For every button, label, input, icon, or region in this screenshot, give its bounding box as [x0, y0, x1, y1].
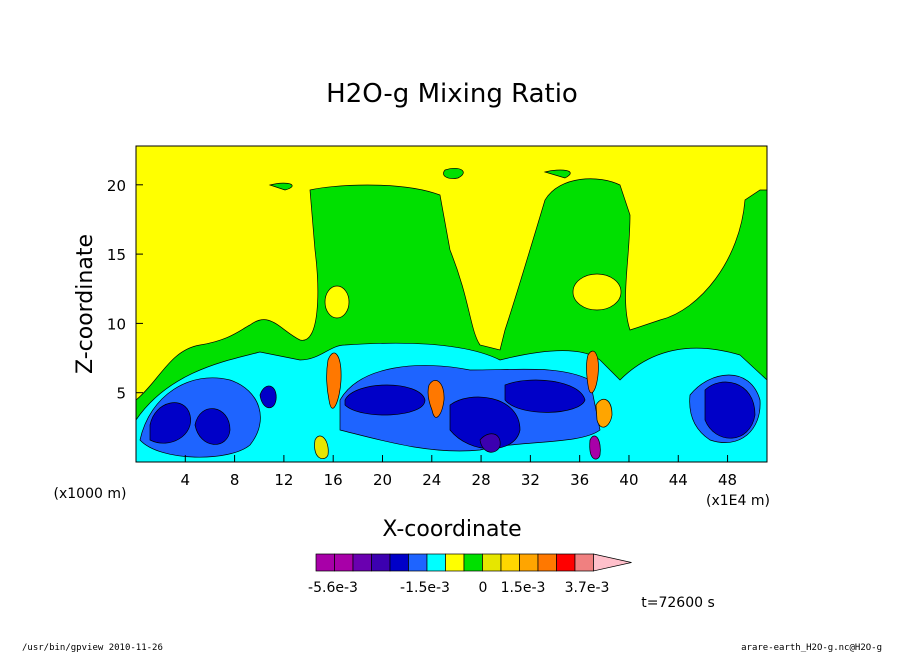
colorbar-swatch: [574, 553, 594, 572]
colorbar-label: 1.5e-3: [501, 580, 546, 596]
colorbar-label: 3.7e-3: [565, 580, 610, 596]
x-tick-label: 28: [472, 471, 491, 489]
colorbar-swatch: [500, 553, 520, 572]
x-axis-label: X-coordinate: [382, 517, 521, 542]
y-tick-label: 5: [116, 385, 126, 403]
x-tick-label: 16: [324, 471, 343, 489]
y-tick-label: 10: [107, 315, 126, 333]
colorbar-swatch: [519, 553, 539, 572]
colorbar-label: -1.5e-3: [400, 580, 450, 596]
y-axis-label: Z-coordinate: [73, 234, 98, 374]
x-unit-left: (x1000 m): [54, 486, 127, 502]
y-axis-ticks: 5 10 15 20: [107, 177, 143, 403]
x-tick-label: 32: [521, 471, 540, 489]
colorbar-swatch: [389, 553, 409, 572]
colorbar-swatch: [482, 553, 502, 572]
colorbar-swatch: [426, 553, 446, 572]
x-tick-label: 44: [669, 471, 688, 489]
y-tick-label: 20: [107, 177, 126, 195]
footer-right: arare-earth_H2O-g.nc@H2O-g: [741, 643, 882, 653]
colorbar-swatch: [463, 553, 483, 572]
colorbar-label: 0: [479, 580, 488, 596]
colorbar-swatch: [445, 553, 465, 572]
colorbar-swatch: [556, 553, 576, 572]
contour-field: [136, 146, 767, 462]
x-tick-label: 40: [619, 471, 638, 489]
x-tick-label: 48: [718, 471, 737, 489]
footer-left: /usr/bin/gpview 2010-11-26: [22, 643, 163, 653]
x-tick-label: 8: [230, 471, 240, 489]
colorbar-swatch: [315, 553, 335, 572]
x-tick-label: 36: [570, 471, 589, 489]
colorbar-swatch: [537, 553, 557, 572]
colorbar-labels: -5.6e-3 -1.5e-3 0 1.5e-3 3.7e-3: [308, 580, 609, 596]
colorbar-swatch: [334, 553, 354, 572]
y-tick-label: 15: [107, 246, 126, 264]
colorbar-arrow: [593, 553, 632, 572]
x-tick-label: 12: [274, 471, 293, 489]
colorbar-swatch: [371, 553, 391, 572]
chart-title: H2O-g Mixing Ratio: [326, 79, 578, 109]
x-axis-ticks: 4 8 12 16 20 24 28 32 36 40 44 48: [181, 455, 737, 489]
colorbar-label: -5.6e-3: [308, 580, 358, 596]
time-label: t=72600 s: [641, 595, 715, 611]
x-tick-label: 4: [181, 471, 191, 489]
colorbar-swatch: [408, 553, 428, 572]
x-tick-label: 20: [373, 471, 392, 489]
x-tick-label: 24: [422, 471, 441, 489]
plot-frame: [135, 145, 768, 463]
colorbar: [315, 553, 632, 572]
x-unit-right: (x1E4 m): [706, 493, 770, 509]
colorbar-swatch: [352, 553, 372, 572]
